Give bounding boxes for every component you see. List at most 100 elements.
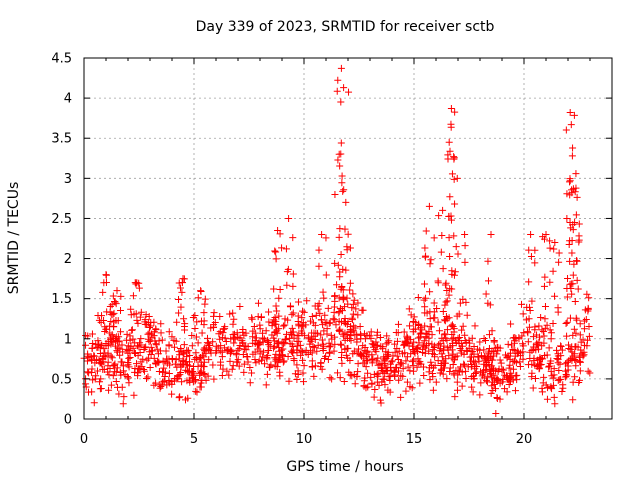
- data-point: [295, 331, 303, 339]
- data-point: [468, 334, 476, 342]
- data-point: [277, 346, 285, 354]
- data-point: [226, 310, 234, 318]
- data-point: [297, 351, 305, 359]
- cluster-point: [527, 252, 535, 260]
- data-point: [238, 337, 246, 345]
- data-point: [373, 328, 381, 336]
- data-point: [361, 344, 369, 352]
- cluster-point: [422, 252, 430, 260]
- cluster-point: [541, 273, 549, 281]
- data-point: [478, 372, 486, 380]
- data-point: [579, 336, 587, 344]
- cluster-point: [334, 156, 342, 164]
- data-point: [558, 346, 566, 354]
- cluster-point: [459, 295, 467, 303]
- cluster-point: [568, 249, 576, 257]
- data-point: [456, 344, 464, 352]
- cluster-point: [448, 321, 456, 329]
- cluster-point: [193, 318, 201, 326]
- data-point: [383, 332, 391, 340]
- data-point: [317, 359, 325, 367]
- data-point: [168, 333, 176, 341]
- data-point: [165, 369, 173, 377]
- data-point: [285, 334, 293, 342]
- data-point: [134, 369, 142, 377]
- data-point: [391, 340, 399, 348]
- data-point: [514, 349, 522, 357]
- data-point: [408, 342, 416, 350]
- data-point: [410, 325, 418, 333]
- data-point: [308, 349, 316, 357]
- cluster-point: [443, 297, 451, 305]
- peak-point: [318, 230, 326, 238]
- data-point: [554, 359, 562, 367]
- data-point: [209, 324, 217, 332]
- y-tick-label: 1.5: [51, 292, 72, 307]
- grid-lines: [84, 58, 612, 419]
- data-point: [173, 318, 181, 326]
- cluster-point: [337, 139, 345, 147]
- data-point: [431, 342, 439, 350]
- data-point: [352, 305, 360, 313]
- data-point: [125, 354, 133, 362]
- data-point: [398, 359, 406, 367]
- cluster-point: [272, 302, 280, 310]
- data-point: [82, 332, 90, 340]
- y-tick-label: 1: [64, 332, 72, 347]
- data-point: [557, 342, 565, 350]
- cluster-point: [178, 279, 186, 287]
- data-point: [88, 344, 96, 352]
- data-point: [440, 331, 448, 339]
- data-point: [482, 377, 490, 385]
- data-point: [377, 399, 385, 407]
- data-point: [244, 358, 252, 366]
- data-point: [106, 329, 114, 337]
- data-point: [540, 332, 548, 340]
- data-point: [193, 388, 201, 396]
- data-point: [549, 374, 557, 382]
- data-point: [399, 365, 407, 373]
- data-point: [392, 329, 400, 337]
- data-point: [280, 357, 288, 365]
- cluster-point: [451, 108, 459, 116]
- data-point: [354, 368, 362, 376]
- data-point: [439, 370, 447, 378]
- cluster-point: [568, 290, 576, 298]
- data-point: [288, 324, 296, 332]
- data-point: [368, 380, 376, 388]
- cluster-point: [563, 190, 571, 198]
- peak-point: [566, 177, 574, 185]
- cluster-point: [283, 281, 291, 289]
- data-point: [293, 346, 301, 354]
- cluster-point: [322, 271, 330, 279]
- cluster-point: [420, 280, 428, 288]
- data-point: [448, 354, 456, 362]
- cluster-point: [275, 312, 283, 320]
- data-point: [506, 355, 514, 363]
- data-point: [134, 319, 142, 327]
- cluster-point: [447, 322, 455, 330]
- data-point: [519, 355, 527, 363]
- cluster-point: [448, 267, 456, 275]
- data-point: [580, 341, 588, 349]
- cluster-point: [181, 320, 189, 328]
- cluster-point: [336, 304, 344, 312]
- data-point: [137, 335, 145, 343]
- data-point: [511, 387, 519, 395]
- data-point: [425, 339, 433, 347]
- data-point: [262, 327, 270, 335]
- x-tick-label: 15: [406, 432, 423, 447]
- peak-point: [527, 230, 535, 238]
- data-point: [346, 356, 354, 364]
- data-point: [300, 362, 308, 370]
- data-point: [399, 350, 407, 358]
- data-point: [318, 365, 326, 373]
- cluster-point: [315, 262, 323, 270]
- data-point: [248, 314, 256, 322]
- data-point: [196, 369, 204, 377]
- data-point: [449, 350, 457, 358]
- data-point: [516, 362, 524, 370]
- data-point: [251, 355, 259, 363]
- cluster-point: [458, 326, 466, 334]
- data-point: [156, 384, 164, 392]
